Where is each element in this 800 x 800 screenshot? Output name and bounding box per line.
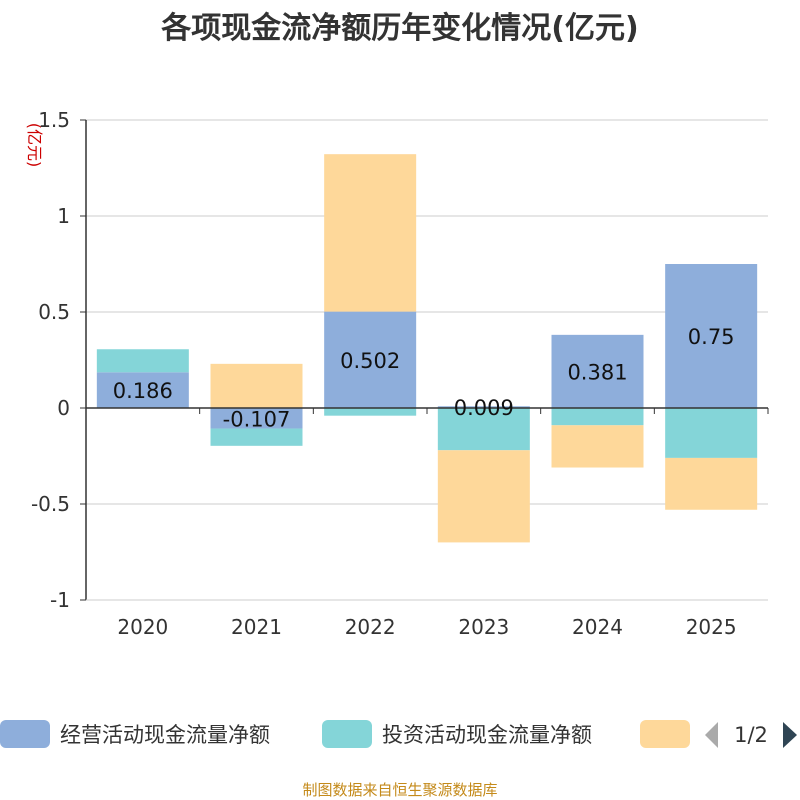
x-tick-label: 2020 [117,615,168,639]
data-label: 0.186 [113,379,173,403]
bar-series1-2020 [96,372,189,408]
bar-series3-2024 [551,425,644,468]
y-tick-label: 0 [57,396,70,420]
bar-series3-2023 [437,450,530,543]
legend-prev-page-icon[interactable] [705,722,718,748]
bar-series2-2021 [210,428,303,446]
bar-series1-2021 [210,408,303,429]
legend-label-2[interactable]: 投资活动现金流量净额 [382,723,592,747]
x-tick-label: 2025 [686,615,737,639]
bar-series3-2022 [324,154,417,312]
legend-swatch-2[interactable] [322,720,372,748]
bar-series1-2025 [665,264,758,408]
bar-series1-2024 [551,334,644,408]
bar-series3-2025 [665,457,758,510]
data-label: 0.502 [340,349,400,373]
bar-series3-2021 [210,363,303,408]
y-tick-label: 1 [57,204,70,228]
bar-series2-2023 [437,408,530,451]
chart-title: 各项现金流净额历年变化情况(亿元) [160,11,638,46]
legend-page-indicator: 1/2 [734,723,768,747]
x-tick-label: 2022 [345,615,396,639]
x-tick-label: 2021 [231,615,282,639]
x-tick-label: 2023 [458,615,509,639]
x-tick-label: 2024 [572,615,623,639]
y-tick-label: -1 [50,588,70,612]
bar-series2-2025 [665,408,758,458]
bar-series2-2022 [324,408,417,416]
legend: 经营活动现金流量净额 投资活动现金流量净额 1/2 [0,720,797,748]
data-label: -0.107 [223,407,291,431]
bar-series2-2020 [96,349,189,373]
y-tick-label: -0.5 [31,492,70,516]
bar-series1-2022 [324,311,417,408]
bar-series2-2024 [551,408,644,426]
legend-swatch-3[interactable] [640,720,690,748]
y-tick-label: 1.5 [38,108,70,132]
bar-series1-2023 [437,406,530,408]
legend-swatch-1[interactable] [0,720,50,748]
y-axis-unit-label: (亿元) [25,123,44,168]
bars [96,154,758,543]
y-tick-label: 0.5 [38,300,70,324]
legend-label-1[interactable]: 经营活动现金流量净额 [60,723,270,747]
axes: 1.5 1 0.5 0 -0.5 -1 2020 2021 2022 2023 2024 2025 [31,108,769,639]
data-label: 0.381 [567,360,627,384]
legend-next-page-icon[interactable] [783,722,797,748]
data-labels: 0.186 -0.107 0.502 0.009 0.381 0.75 [113,325,735,431]
data-label: 0.009 [454,396,514,420]
source-footer: 制图数据来自恒生聚源数据库 [302,781,497,799]
data-label: 0.75 [688,325,735,349]
